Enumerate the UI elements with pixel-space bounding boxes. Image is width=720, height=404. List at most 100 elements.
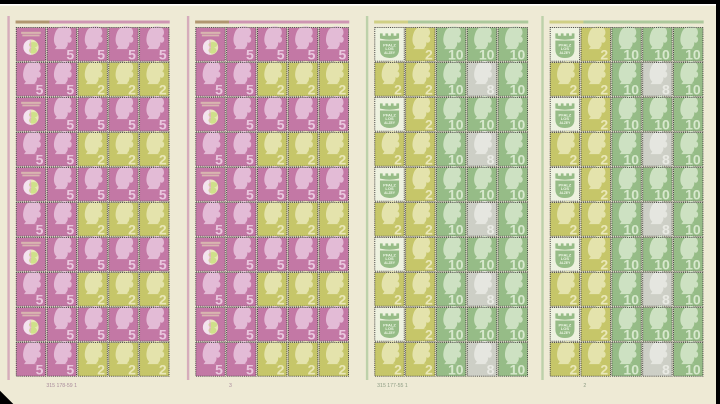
svg-text:2: 2	[600, 81, 608, 97]
svg-text:2: 2	[394, 291, 402, 307]
svg-text:ALZEY: ALZEY	[559, 121, 571, 125]
svg-text:5: 5	[66, 81, 74, 97]
svg-text:2: 2	[425, 81, 433, 97]
svg-text:2: 2	[338, 151, 346, 167]
svg-text:10: 10	[479, 46, 495, 62]
svg-text:2: 2	[159, 221, 167, 237]
svg-text:5: 5	[159, 326, 167, 342]
svg-text:2: 2	[425, 151, 433, 167]
svg-text:2: 2	[97, 81, 105, 97]
svg-text:2: 2	[308, 151, 316, 167]
svg-text:5: 5	[246, 221, 254, 237]
svg-text:10: 10	[654, 326, 670, 342]
svg-text:2: 2	[425, 221, 433, 237]
svg-text:5: 5	[128, 46, 136, 62]
svg-text:8: 8	[487, 361, 495, 377]
svg-text:5: 5	[36, 291, 44, 307]
svg-text:2: 2	[394, 361, 402, 377]
svg-text:2: 2	[128, 151, 136, 167]
svg-text:5: 5	[308, 46, 316, 62]
svg-text:10: 10	[510, 361, 526, 377]
svg-text:2: 2	[128, 81, 136, 97]
svg-text:10: 10	[510, 221, 526, 237]
svg-text:5: 5	[246, 291, 254, 307]
svg-text:5: 5	[97, 46, 105, 62]
svg-text:10: 10	[623, 326, 639, 342]
svg-text:10: 10	[448, 186, 464, 202]
svg-text:5: 5	[308, 256, 316, 272]
svg-text:10: 10	[685, 361, 701, 377]
svg-text:5: 5	[128, 326, 136, 342]
svg-text:2: 2	[97, 291, 105, 307]
svg-text:2: 2	[394, 221, 402, 237]
svg-text:2: 2	[128, 291, 136, 307]
svg-text:5: 5	[36, 361, 44, 377]
svg-text:5: 5	[36, 221, 44, 237]
svg-text:5: 5	[308, 116, 316, 132]
svg-text:10: 10	[685, 116, 701, 132]
svg-text:5: 5	[159, 46, 167, 62]
svg-text:2: 2	[159, 361, 167, 377]
svg-text:5: 5	[338, 256, 346, 272]
svg-text:10: 10	[685, 326, 701, 342]
svg-text:5: 5	[36, 151, 44, 167]
svg-text:2: 2	[277, 291, 285, 307]
svg-text:2: 2	[159, 81, 167, 97]
svg-text:10: 10	[510, 116, 526, 132]
svg-text:5: 5	[97, 186, 105, 202]
svg-text:2: 2	[277, 151, 285, 167]
svg-text:10: 10	[623, 361, 639, 377]
svg-text:2: 2	[394, 81, 402, 97]
svg-text:2: 2	[308, 291, 316, 307]
svg-text:5: 5	[66, 116, 74, 132]
svg-text:2: 2	[159, 151, 167, 167]
svg-text:5: 5	[128, 116, 136, 132]
svg-text:5: 5	[277, 186, 285, 202]
svg-text:5: 5	[215, 361, 223, 377]
svg-text:2: 2	[277, 221, 285, 237]
svg-text:5: 5	[246, 326, 254, 342]
svg-text:5: 5	[66, 46, 74, 62]
svg-text:315 178-59 1: 315 178-59 1	[46, 383, 77, 389]
svg-text:ALZEY: ALZEY	[559, 51, 571, 55]
svg-text:8: 8	[662, 151, 670, 167]
svg-text:10: 10	[510, 291, 526, 307]
svg-text:2: 2	[570, 361, 578, 377]
svg-text:5: 5	[246, 81, 254, 97]
svg-text:10: 10	[654, 116, 670, 132]
svg-text:10: 10	[448, 46, 464, 62]
svg-text:10: 10	[685, 291, 701, 307]
svg-text:5: 5	[246, 46, 254, 62]
svg-text:10: 10	[685, 186, 701, 202]
svg-text:5: 5	[159, 116, 167, 132]
svg-text:10: 10	[510, 46, 526, 62]
svg-text:ALZEY: ALZEY	[384, 121, 396, 125]
svg-text:5: 5	[66, 326, 74, 342]
svg-text:10: 10	[685, 221, 701, 237]
svg-text:2: 2	[570, 81, 578, 97]
svg-text:2: 2	[394, 151, 402, 167]
svg-text:8: 8	[487, 291, 495, 307]
svg-text:5: 5	[66, 151, 74, 167]
svg-text:2: 2	[128, 361, 136, 377]
svg-text:8: 8	[487, 81, 495, 97]
svg-text:ALZEY: ALZEY	[384, 191, 396, 195]
svg-text:5: 5	[159, 256, 167, 272]
svg-text:10: 10	[654, 256, 670, 272]
svg-text:5: 5	[338, 116, 346, 132]
svg-text:5: 5	[338, 46, 346, 62]
svg-text:5: 5	[36, 81, 44, 97]
svg-text:8: 8	[662, 361, 670, 377]
svg-text:2: 2	[600, 186, 608, 202]
svg-text:2: 2	[600, 291, 608, 307]
svg-text:2: 2	[600, 361, 608, 377]
svg-text:ALZEY: ALZEY	[384, 261, 396, 265]
svg-text:5: 5	[159, 186, 167, 202]
svg-text:5: 5	[277, 326, 285, 342]
svg-text:5: 5	[246, 151, 254, 167]
svg-text:2: 2	[97, 221, 105, 237]
svg-text:2: 2	[600, 256, 608, 272]
svg-text:2: 2	[425, 186, 433, 202]
svg-text:10: 10	[623, 116, 639, 132]
svg-text:5: 5	[97, 326, 105, 342]
